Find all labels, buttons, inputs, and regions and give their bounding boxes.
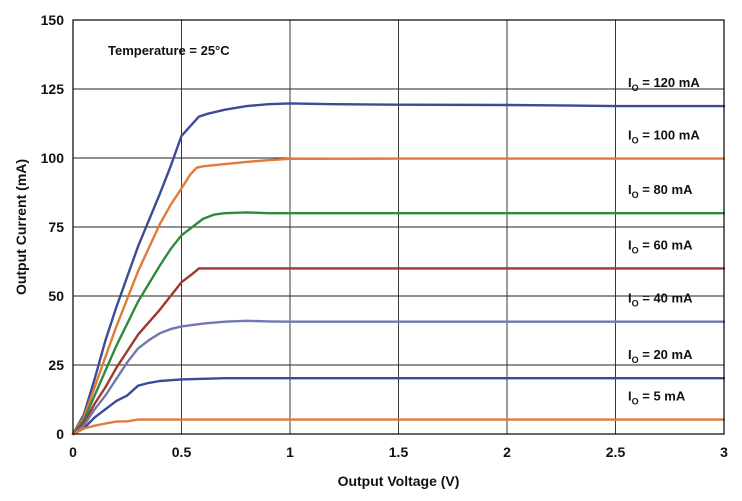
x-tick-label: 2 [503,444,511,460]
series-label: IO = 60 mA [628,237,693,255]
x-tick-label: 0.5 [172,444,192,460]
series-label: IO = 80 mA [628,182,693,200]
grid [73,20,724,434]
x-tick-label: 0 [69,444,77,460]
y-tick-label: 0 [56,426,64,442]
y-tick-labels: 0 25 50 75 100 125 150 [41,12,65,442]
y-axis-title: Output Current (mA) [13,159,29,295]
x-tick-labels: 0 0.5 1 1.5 2 2.5 3 [69,444,728,460]
series-line [71,157,726,436]
series-label: IO = 40 mA [628,291,693,309]
plot-frame [72,19,725,435]
series-lines [71,102,726,436]
series-label: IO = 20 mA [628,347,693,365]
series-line [71,102,726,436]
series-line [71,211,726,436]
y-tick-label: 25 [48,357,64,373]
x-tick-label: 3 [720,444,728,460]
x-tick-label: 2.5 [606,444,626,460]
series-line [71,377,726,436]
temperature-annotation: Temperature = 25°C [108,43,230,58]
series-line [71,319,726,436]
series-label: IO = 120 mA [628,75,700,93]
y-tick-label: 100 [41,150,65,166]
series-line [71,267,726,436]
series-label: IO = 100 mA [628,128,700,146]
y-tick-label: 150 [41,12,65,28]
x-tick-label: 1.5 [389,444,409,460]
y-tick-label: 125 [41,81,65,97]
series-labels: IO = 120 mA IO = 100 mA IO = 80 mA IO = 60 … [628,75,700,407]
series-line [71,418,726,436]
x-tick-label: 1 [286,444,294,460]
series-label: IO = 5 mA [628,389,686,407]
y-tick-label: 50 [48,288,64,304]
y-tick-label: 75 [48,219,64,235]
x-axis-title: Output Voltage (V) [338,473,460,489]
